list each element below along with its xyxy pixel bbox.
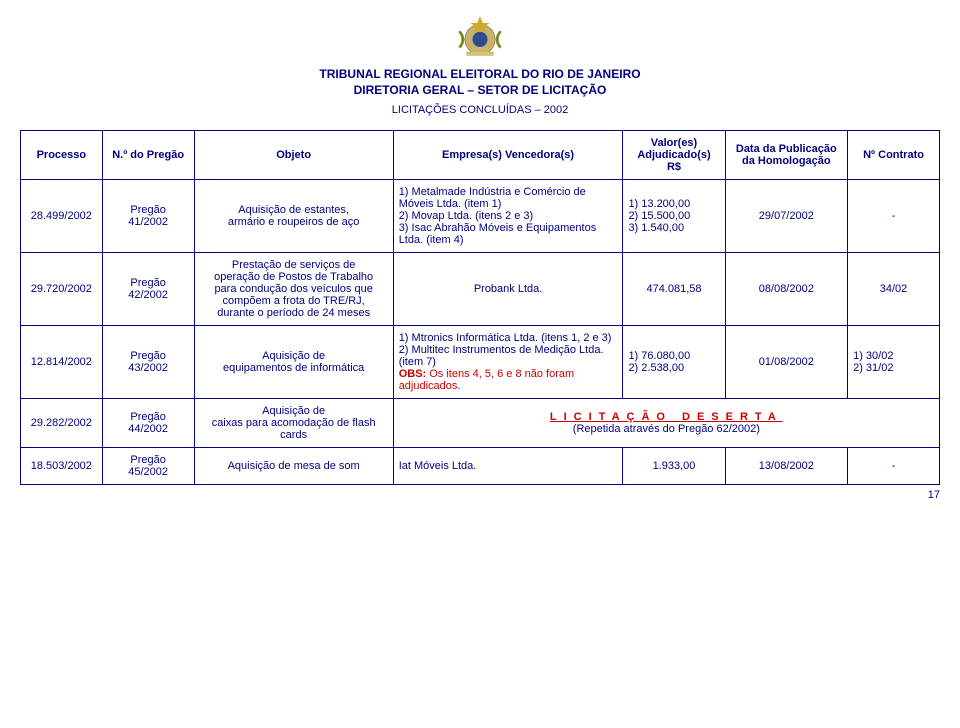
page-number: 17 xyxy=(20,489,940,501)
cell-processo: 12.814/2002 xyxy=(21,326,103,399)
title-line-1: TRIBUNAL REGIONAL ELEITORAL DO RIO DE JA… xyxy=(319,67,640,81)
cell-objeto: Aquisição de estantes, armário e roupeir… xyxy=(194,180,393,253)
cell-data: 29/07/2002 xyxy=(725,180,848,253)
cell-pregao: Pregão 43/2002 xyxy=(102,326,194,399)
cell-empresa: 1) Mtronics Informática Ltda. (itens 1, … xyxy=(393,326,623,399)
deserta-sub: (Repetida através do Pregão 62/2002) xyxy=(573,423,760,435)
cell-pregao: Pregão 42/2002 xyxy=(102,253,194,326)
cell-empresa: 1) Metalmade Indústria e Comércio de Móv… xyxy=(393,180,623,253)
cell-contrato: 1) 30/02 2) 31/02 xyxy=(848,326,940,399)
cell-valor: 474.081,58 xyxy=(623,253,725,326)
cell-valor: 1) 76.080,00 2) 2.538,00 xyxy=(623,326,725,399)
col-contrato: Nº Contrato xyxy=(848,131,940,180)
col-pregao: N.º do Pregão xyxy=(102,131,194,180)
cell-processo: 29.720/2002 xyxy=(21,253,103,326)
cell-processo: 28.499/2002 xyxy=(21,180,103,253)
header-title: TRIBUNAL REGIONAL ELEITORAL DO RIO DE JA… xyxy=(20,67,940,98)
cell-deserta: LICITAÇÃO DESERTA (Repetida através do P… xyxy=(393,399,939,448)
cell-pregao: Pregão 44/2002 xyxy=(102,399,194,448)
col-processo: Processo xyxy=(21,131,103,180)
cell-empresa: Probank Ltda. xyxy=(393,253,623,326)
col-empresa: Empresa(s) Vencedora(s) xyxy=(393,131,623,180)
table-row: 18.503/2002 Pregão 45/2002 Aquisição de … xyxy=(21,448,940,485)
cell-empresa: Iat Móveis Ltda. xyxy=(393,448,623,485)
cell-objeto: Prestação de serviços de operação de Pos… xyxy=(194,253,393,326)
col-data: Data da Publicação da Homologação xyxy=(725,131,848,180)
cell-data: 13/08/2002 xyxy=(725,448,848,485)
cell-data: 01/08/2002 xyxy=(725,326,848,399)
obs-label: OBS: xyxy=(399,368,427,380)
header-subtitle: LICITAÇÕES CONCLUÍDAS – 2002 xyxy=(20,104,940,116)
cell-valor: 1) 13.200,00 2) 15.500,00 3) 1.540,00 xyxy=(623,180,725,253)
cell-objeto: Aquisição de equipamentos de informática xyxy=(194,326,393,399)
table-row: 28.499/2002 Pregão 41/2002 Aquisição de … xyxy=(21,180,940,253)
cell-contrato: - xyxy=(848,180,940,253)
col-objeto: Objeto xyxy=(194,131,393,180)
title-line-2: DIRETORIA GERAL – SETOR DE LICITAÇÃO xyxy=(354,83,607,97)
table-row: 29.282/2002 Pregão 44/2002 Aquisição de … xyxy=(21,399,940,448)
cell-pregao: Pregão 45/2002 xyxy=(102,448,194,485)
col-valor: Valor(es) Adjudicado(s) R$ xyxy=(623,131,725,180)
cell-objeto: Aquisição de mesa de som xyxy=(194,448,393,485)
cell-pregao: Pregão 41/2002 xyxy=(102,180,194,253)
brasil-emblem-icon xyxy=(445,12,515,60)
cell-valor: 1.933,00 xyxy=(623,448,725,485)
coat-of-arms-logo xyxy=(20,12,940,63)
cell-data: 08/08/2002 xyxy=(725,253,848,326)
licitacoes-table: Processo N.º do Pregão Objeto Empresa(s)… xyxy=(20,130,940,485)
cell-contrato: - xyxy=(848,448,940,485)
cell-objeto: Aquisição de caixas para acomodação de f… xyxy=(194,399,393,448)
cell-processo: 29.282/2002 xyxy=(21,399,103,448)
cell-contrato: 34/02 xyxy=(848,253,940,326)
table-header-row: Processo N.º do Pregão Objeto Empresa(s)… xyxy=(21,131,940,180)
table-row: 29.720/2002 Pregão 42/2002 Prestação de … xyxy=(21,253,940,326)
cell-processo: 18.503/2002 xyxy=(21,448,103,485)
deserta-text: LICITAÇÃO DESERTA xyxy=(550,411,783,423)
table-row: 12.814/2002 Pregão 43/2002 Aquisição de … xyxy=(21,326,940,399)
